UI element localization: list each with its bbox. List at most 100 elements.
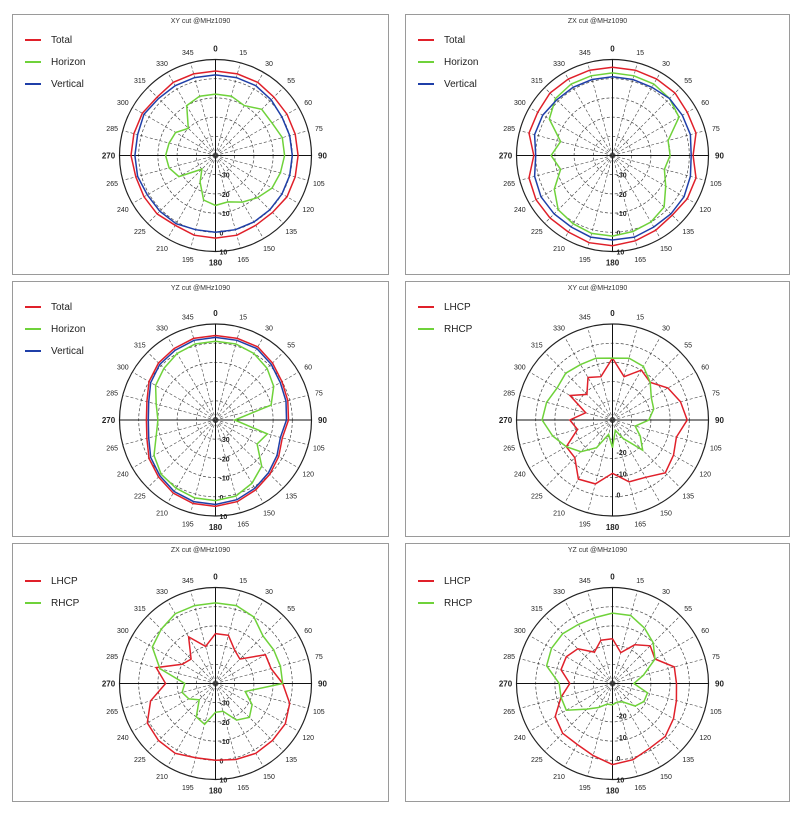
angle-label: 105	[313, 446, 325, 453]
angle-label: 75	[315, 390, 323, 397]
angle-label: 315	[134, 342, 146, 349]
legend-label: RHCP	[51, 597, 80, 609]
angle-label: 75	[712, 654, 720, 661]
legend-label: Total	[51, 301, 73, 313]
legend-item: Vertical	[25, 73, 85, 95]
angle-label: 15	[636, 315, 644, 322]
angle-label: 75	[712, 390, 720, 397]
legend-label: RHCP	[444, 323, 473, 335]
grid-spoke	[544, 351, 613, 421]
series-line-horizon	[164, 93, 286, 207]
legend-label: LHCP	[444, 575, 471, 587]
legend-swatch	[418, 61, 434, 63]
angle-label: 210	[553, 774, 565, 781]
grid-spoke	[612, 419, 661, 504]
legend-swatch	[418, 39, 434, 41]
angle-label: 55	[684, 78, 692, 85]
grid-spoke	[612, 600, 661, 684]
angle-label: 180	[606, 259, 620, 268]
angle-label: 195	[579, 785, 591, 792]
ring-label: -20	[617, 192, 627, 199]
angle-label: 135	[285, 229, 297, 236]
polar-plot: 0 15 30 55 60 75 90 105 120 135 150 165 180 195 210 225…	[499, 309, 725, 532]
angle-label: 90	[318, 680, 327, 689]
chart-title: ZX cut @MHz1090	[567, 18, 628, 25]
chart-title: YZ cut @MHz1090	[567, 547, 628, 554]
angle-label: 195	[579, 521, 591, 528]
angle-label: 120	[699, 472, 711, 479]
angle-label: 300	[117, 628, 129, 635]
angle-label: 270	[499, 680, 513, 689]
ring-label: -20	[220, 456, 230, 463]
angle-label: 330	[553, 589, 565, 596]
angle-label: 55	[684, 342, 692, 349]
angle-label: 150	[660, 511, 672, 518]
grid-spoke	[215, 155, 299, 204]
angle-label: 15	[239, 50, 247, 57]
series-line-lhcp	[554, 637, 678, 766]
angle-label: 225	[134, 494, 146, 501]
grid-spoke	[612, 419, 706, 446]
angle-label: 165	[634, 257, 646, 264]
ring-label: -30	[220, 437, 230, 444]
legend-swatch	[418, 306, 434, 308]
angle-label: 225	[531, 757, 543, 764]
grid-spoke	[190, 683, 216, 777]
ring-label: -30	[617, 173, 627, 180]
ring-label: 0	[617, 230, 621, 237]
angle-label: 265	[106, 446, 118, 453]
angle-label: 75	[712, 126, 720, 133]
legend-label: LHCP	[444, 301, 471, 313]
ring-label: -20	[220, 192, 230, 199]
ring-label: -20	[617, 714, 627, 721]
grid-spoke	[612, 590, 638, 684]
angle-label: 285	[503, 390, 515, 397]
grid-spoke	[612, 683, 706, 709]
legend-label: Vertical	[51, 78, 84, 90]
chart-panel-5: ZX cut @MHz1090 LHCP RHCP 0 15 30 55 60 75 90 1…	[12, 543, 389, 802]
chart-panel-3: YZ cut @MHz1090 Total Horizon Vertical 0…	[12, 281, 389, 537]
angle-label: 15	[636, 50, 644, 57]
angle-label: 90	[715, 680, 724, 689]
angle-label: 240	[117, 207, 129, 214]
ring-label: -10	[220, 739, 230, 746]
angle-label: 55	[287, 606, 295, 613]
grid-spoke	[190, 155, 216, 249]
legend-swatch	[25, 328, 41, 330]
legend-label: LHCP	[51, 575, 78, 587]
legend-label: Vertical	[444, 78, 477, 90]
angle-label: 105	[710, 181, 722, 188]
grid-spoke	[519, 394, 613, 421]
angle-label: 120	[302, 472, 314, 479]
angle-label: 330	[156, 61, 168, 68]
angle-label: 150	[660, 774, 672, 781]
ring-label: 10	[220, 250, 228, 257]
grid-spoke	[519, 419, 613, 446]
grid-spoke	[215, 419, 241, 513]
series-line-horizon	[153, 340, 275, 502]
grid-spoke	[132, 371, 216, 421]
grid-spoke	[215, 336, 264, 421]
legend: Total Horizon Vertical	[25, 29, 85, 95]
grid-spoke	[132, 419, 216, 469]
grid-spoke	[215, 419, 309, 446]
grid-spoke	[167, 155, 216, 239]
angle-label: 165	[634, 521, 646, 528]
ring-label: -10	[617, 211, 627, 218]
chart-title: ZX cut @MHz1090	[170, 547, 231, 554]
grid-spoke	[215, 683, 299, 732]
angle-label: 240	[514, 207, 526, 214]
chart-panel-4: XY cut @MHz1090 LHCP RHCP 0 15 30 55 60 75 90 1…	[405, 281, 790, 537]
legend: LHCP RHCP	[418, 296, 472, 340]
grid-spoke	[529, 155, 613, 204]
angle-label: 105	[710, 709, 722, 716]
grid-spoke	[564, 72, 613, 156]
angle-label: 345	[579, 578, 591, 585]
angle-label: 195	[579, 257, 591, 264]
angle-label: 180	[209, 523, 223, 532]
angle-label: 240	[514, 472, 526, 479]
legend-item: LHCP	[25, 570, 79, 592]
legend-item: LHCP	[418, 296, 472, 318]
legend-label: Horizon	[444, 56, 479, 68]
angle-label: 135	[285, 494, 297, 501]
